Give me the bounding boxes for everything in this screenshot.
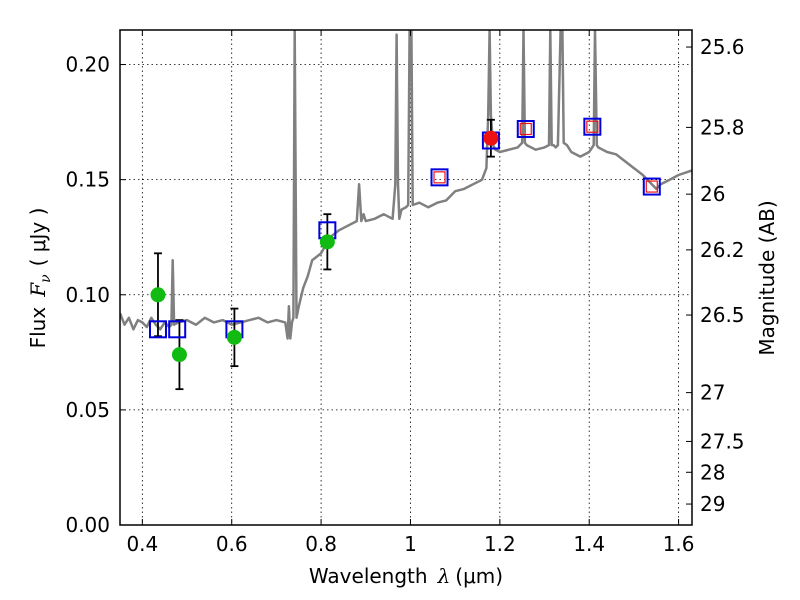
model-square-blue bbox=[430, 168, 449, 187]
y-tick-label: 0.00 bbox=[65, 513, 110, 537]
y2-tick-label: 25.8 bbox=[700, 115, 745, 139]
markers bbox=[148, 117, 661, 363]
y-tick-label: 0.10 bbox=[65, 283, 110, 307]
photometry-point-green bbox=[226, 329, 242, 345]
model-square-blue bbox=[148, 320, 167, 339]
y2-axis-ticks: 25.6 25.8 26 26.2 26.5 27 27.5 28 29 bbox=[686, 35, 745, 516]
model-square-red bbox=[519, 122, 532, 136]
y2-tick-label: 26.5 bbox=[700, 303, 745, 327]
model-square-red bbox=[586, 120, 599, 133]
photometry-point-red bbox=[483, 130, 499, 146]
y-tick-label: 0.20 bbox=[65, 53, 110, 77]
y-axis-ticks: 0.00 0.05 0.10 0.15 0.20 bbox=[65, 53, 126, 537]
y2-tick-label: 27 bbox=[700, 381, 725, 405]
model-square-red bbox=[645, 180, 658, 193]
x-tick-label: 0.6 bbox=[216, 532, 248, 556]
model-square-blue bbox=[168, 320, 187, 339]
y2-tick-label: 28 bbox=[700, 460, 725, 484]
x-axis-label: Wavelength λ (μm) bbox=[309, 564, 503, 588]
model-square-blue bbox=[583, 117, 602, 136]
plot-frame bbox=[119, 29, 693, 526]
y-axis-label: FluxFν( μJy ) bbox=[26, 208, 54, 349]
photometry-point-green bbox=[171, 347, 187, 363]
x-axis-ticks: 0.4 0.6 0.8 1 1.2 1.4 1.6 bbox=[126, 30, 695, 556]
y2-axis-label: Magnitude (AB) bbox=[755, 200, 779, 355]
x-tick-label: 0.4 bbox=[126, 532, 158, 556]
y2-tick-label: 29 bbox=[700, 492, 725, 516]
y2-tick-label: 27.5 bbox=[700, 429, 745, 453]
x-tick-label: 1.2 bbox=[484, 532, 516, 556]
model-square-blue bbox=[516, 120, 535, 138]
model-square-blue bbox=[642, 177, 661, 196]
photometry-point-green bbox=[150, 287, 166, 303]
y-tick-label: 0.15 bbox=[65, 168, 110, 192]
y2-tick-label: 26 bbox=[700, 182, 725, 206]
x-tick-label: 1 bbox=[404, 532, 417, 556]
y2-tick-label: 26.2 bbox=[700, 238, 745, 262]
x-tick-label: 0.8 bbox=[305, 532, 337, 556]
sed-model-line bbox=[120, 30, 692, 340]
y2-tick-label: 25.6 bbox=[700, 35, 745, 59]
x-tick-label: 1.4 bbox=[573, 532, 605, 556]
y-tick-label: 0.05 bbox=[65, 398, 110, 422]
photometry-point-green bbox=[319, 234, 335, 250]
sed-model-line-group bbox=[120, 30, 692, 340]
model-square-red bbox=[433, 171, 446, 184]
x-tick-label: 1.6 bbox=[663, 532, 695, 556]
